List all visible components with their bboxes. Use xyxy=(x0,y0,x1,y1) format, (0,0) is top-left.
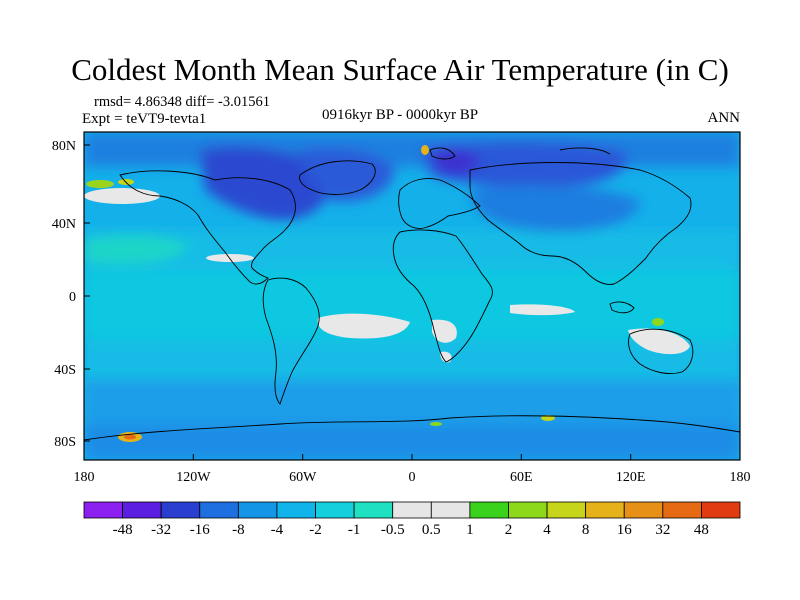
colorbar-label: 1 xyxy=(466,522,474,538)
pacific-light-band xyxy=(84,235,190,265)
warm-spot-antarctic-2 xyxy=(124,434,136,440)
lat-tick-label: 80S xyxy=(54,435,76,450)
colorbar-label: 4 xyxy=(543,522,551,538)
lat-tick-label: 40S xyxy=(54,363,76,378)
colorbar-swatch xyxy=(83,501,123,519)
colorbar-swatch xyxy=(276,501,316,519)
colorbar-label: 16 xyxy=(617,522,633,538)
lon-tick-label: 180 xyxy=(74,470,95,485)
colorbar: -48 -32 -16 -8 -4 -2 -1 -0.5 0.5 1 2 4 8 16 32 48 xyxy=(83,501,741,538)
colorbar-label: -1 xyxy=(348,522,361,538)
colorbar-swatch xyxy=(546,501,587,519)
near-zero-regions xyxy=(84,188,690,363)
colorbar-swatch xyxy=(199,501,239,519)
colorbar-swatch xyxy=(430,501,471,519)
colorbar-label: -2 xyxy=(309,522,322,538)
asia-cooling xyxy=(470,184,640,233)
colorbar-label: -8 xyxy=(232,522,245,538)
experiment-label: Expt = teVT9-tevta1 xyxy=(82,111,207,127)
warm-spot-bering xyxy=(86,180,114,188)
colorbar-label: 8 xyxy=(582,522,590,538)
subtropic-band-s xyxy=(84,340,740,380)
southern-ocean-band xyxy=(84,380,740,425)
colorbar-label: 0.5 xyxy=(422,522,441,538)
lon-tick-label: 60E xyxy=(510,470,533,485)
colorbar-swatch xyxy=(315,501,355,519)
colorbar-label: -48 xyxy=(113,522,133,538)
colorbar-swatch xyxy=(122,501,162,519)
latitude-axis: 80N 40N 0 40S 80S xyxy=(52,139,90,450)
lat-tick-label: 0 xyxy=(69,290,76,305)
lon-tick-label: 120E xyxy=(616,470,646,485)
lon-tick-label: 60W xyxy=(289,470,317,485)
colorbar-label: -32 xyxy=(151,522,171,538)
colorbar-swatch xyxy=(508,501,548,519)
colorbar-swatch xyxy=(353,501,394,519)
arctic-band xyxy=(84,132,740,167)
colorbar-label: 32 xyxy=(655,522,670,538)
temperature-field xyxy=(84,132,740,460)
colorbar-label: -0.5 xyxy=(381,522,405,538)
longitude-axis: 180 120W 60W 0 60E 120E 180 xyxy=(74,454,751,485)
warm-spot-antarctic-4 xyxy=(430,422,442,426)
subtropic-band-n xyxy=(84,230,740,270)
warm-spot-indonesia xyxy=(652,318,664,326)
colorbar-label: -4 xyxy=(271,522,284,538)
colorbar-swatch xyxy=(662,501,702,519)
colorbar-swatch xyxy=(585,501,625,519)
lon-tick-label: 120W xyxy=(176,470,211,485)
lon-tick-label: 0 xyxy=(409,470,416,485)
greenland-cooling xyxy=(300,148,395,202)
page-title: Coldest Month Mean Surface Air Temperatu… xyxy=(71,52,729,87)
north-america-cooling xyxy=(200,146,333,221)
colorbar-swatch xyxy=(160,501,201,519)
lat-tick-label: 40N xyxy=(52,217,76,232)
colorbar-label: -16 xyxy=(190,522,210,538)
colorbar-swatch xyxy=(623,501,664,519)
colorbar-swatch xyxy=(701,501,741,519)
period-label: 0916kyr BP - 0000kyr BP xyxy=(322,107,479,123)
warm-spot-arctic xyxy=(421,145,429,155)
warm-spot-antarctic-3 xyxy=(541,415,555,421)
colorbar-swatch xyxy=(237,501,278,519)
stats-text: rmsd= 4.86348 diff= -3.01561 xyxy=(94,94,270,110)
colorbar-label: 2 xyxy=(505,522,513,538)
colorbar-swatch xyxy=(469,501,509,519)
scandinavia-cooling xyxy=(430,147,480,176)
coastlines xyxy=(84,147,740,441)
colorbar-swatch xyxy=(392,501,432,519)
colorbar-label: 48 xyxy=(694,522,709,538)
season-label: ANN xyxy=(707,110,741,126)
lat-tick-label: 80N xyxy=(52,139,76,154)
lon-tick-label: 180 xyxy=(730,470,751,485)
